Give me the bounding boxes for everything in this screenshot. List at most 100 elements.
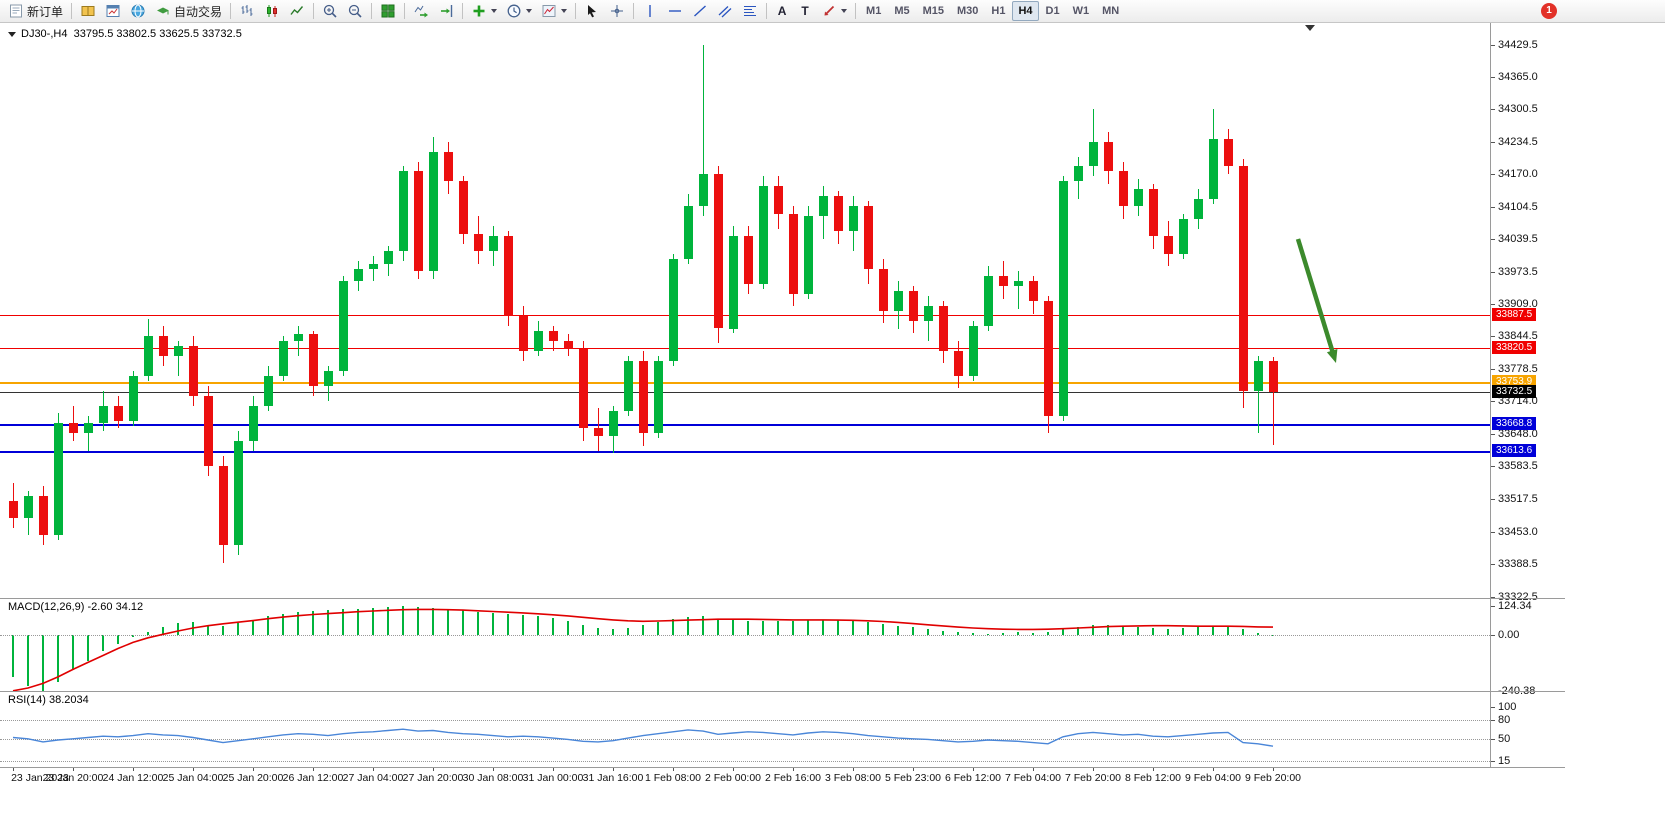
candle-body xyxy=(504,236,513,317)
crosshair-button[interactable] xyxy=(605,1,629,21)
notification-badge[interactable]: 1 xyxy=(1541,3,1557,19)
macd-histogram-bar xyxy=(1212,626,1214,635)
zoom-in-button[interactable] xyxy=(318,1,342,21)
axis-tick xyxy=(1490,76,1495,78)
macd-histogram-bar xyxy=(1182,628,1184,635)
macd-histogram-bar xyxy=(297,611,299,635)
chart-window-button[interactable] xyxy=(101,1,125,21)
periods-icon xyxy=(506,3,522,19)
price-axis-label: 34170.0 xyxy=(1498,167,1538,180)
time-axis-label: 6 Feb 12:00 xyxy=(944,772,1002,784)
candle-body xyxy=(399,171,408,252)
macd-histogram-bar xyxy=(447,609,449,635)
candle-body xyxy=(1089,141,1098,167)
community-button[interactable] xyxy=(126,1,150,21)
axis-tick xyxy=(1490,44,1495,46)
timeframe-m5-button[interactable]: M5 xyxy=(888,1,915,21)
candle-body xyxy=(654,361,663,434)
candle-body xyxy=(189,346,198,396)
toolbar-separator xyxy=(230,3,232,19)
new-order-button[interactable]: 新订单 xyxy=(4,1,67,21)
horizontal-line-object[interactable] xyxy=(0,423,1490,426)
candle-body xyxy=(999,276,1008,287)
timeframe-m30-button[interactable]: M30 xyxy=(951,1,984,21)
timeframe-m15-button[interactable]: M15 xyxy=(917,1,950,21)
text-button[interactable]: A xyxy=(771,1,793,21)
chart-shift-button[interactable] xyxy=(434,1,458,21)
charts-book-button[interactable] xyxy=(76,1,100,21)
candle-body xyxy=(909,291,918,321)
indicators-icon xyxy=(471,3,487,19)
macd-histogram-bar xyxy=(777,620,779,635)
periods-button[interactable] xyxy=(502,1,536,21)
chart-shift-marker[interactable] xyxy=(1305,25,1315,31)
candlestick-chart-icon xyxy=(264,3,280,19)
dropdown-caret-icon xyxy=(841,9,848,13)
price-axis-label: 33778.5 xyxy=(1498,363,1538,376)
axis-tick xyxy=(1490,336,1495,338)
vertical-line-button[interactable] xyxy=(638,1,662,21)
rsi-axis-label: 80 xyxy=(1498,713,1511,726)
axis-tick xyxy=(73,767,74,771)
one-click-trading-toggle[interactable] xyxy=(8,32,16,37)
time-axis-label: 7 Feb 04:00 xyxy=(1004,772,1062,784)
rsi-pane-separator[interactable] xyxy=(0,691,1565,692)
candle-body xyxy=(1119,171,1128,207)
rsi-axis-label: 100 xyxy=(1498,701,1517,713)
equidistant-channel-button[interactable] xyxy=(713,1,737,21)
cursor-icon xyxy=(584,3,600,19)
cursor-button[interactable] xyxy=(580,1,604,21)
candle-body xyxy=(429,151,438,272)
macd-pane-separator[interactable] xyxy=(0,598,1565,599)
timeframe-h1-button[interactable]: H1 xyxy=(985,1,1011,21)
bar-chart-button[interactable] xyxy=(235,1,259,21)
candle-body xyxy=(174,346,183,356)
fibonacci-button[interactable] xyxy=(738,1,762,21)
line-chart-icon xyxy=(289,3,305,19)
arrows-icon xyxy=(821,3,837,19)
horizontal-line-object[interactable] xyxy=(0,348,1490,350)
timeframe-w1-button[interactable]: W1 xyxy=(1067,1,1096,21)
community-icon xyxy=(130,3,146,19)
timeframe-h4-button[interactable]: H4 xyxy=(1012,1,1039,21)
macd-histogram-bar xyxy=(117,635,119,645)
candle-body xyxy=(624,361,633,411)
indicators-button[interactable] xyxy=(467,1,501,21)
autotrading-button[interactable]: 自动交易 xyxy=(151,1,226,21)
time-axis-separator xyxy=(0,767,1565,768)
horizontal-line-object[interactable] xyxy=(0,381,1490,384)
auto-scroll-button[interactable] xyxy=(409,1,433,21)
macd-histogram-bar xyxy=(87,635,89,661)
text-label-button[interactable]: T xyxy=(794,1,816,21)
zoom-out-button[interactable] xyxy=(343,1,367,21)
axis-tick xyxy=(1490,596,1495,598)
templates-button[interactable] xyxy=(537,1,571,21)
macd-histogram-bar xyxy=(567,621,569,635)
chart-window-icon xyxy=(105,3,121,19)
macd-histogram-bar xyxy=(642,625,644,635)
timeframe-m1-button[interactable]: M1 xyxy=(860,1,887,21)
axis-tick xyxy=(1490,563,1495,565)
timeframe-d1-button[interactable]: D1 xyxy=(1040,1,1066,21)
tile-windows-button[interactable] xyxy=(376,1,400,21)
horizontal-line-object[interactable] xyxy=(0,451,1490,454)
templates-icon xyxy=(541,3,557,19)
line-chart-button[interactable] xyxy=(285,1,309,21)
arrows-button[interactable] xyxy=(817,1,851,21)
candle-body xyxy=(474,233,483,252)
vertical-line-icon xyxy=(642,3,658,19)
candlestick-chart-button[interactable] xyxy=(260,1,284,21)
auto-scroll-icon xyxy=(413,3,429,19)
candle-body xyxy=(864,206,873,269)
axis-tick xyxy=(1490,738,1495,740)
price-axis-label: 34039.5 xyxy=(1498,233,1538,245)
candle-wick xyxy=(178,341,179,376)
timeframe-mn-button[interactable]: MN xyxy=(1096,1,1125,21)
trendline-button[interactable] xyxy=(688,1,712,21)
axis-tick xyxy=(853,767,854,771)
horizontal-line-object[interactable] xyxy=(0,314,1490,316)
time-axis-label: 26 Jan 12:00 xyxy=(282,772,344,784)
axis-tick xyxy=(553,767,554,771)
bar-chart-icon xyxy=(239,3,255,19)
horizontal-line-button[interactable] xyxy=(663,1,687,21)
